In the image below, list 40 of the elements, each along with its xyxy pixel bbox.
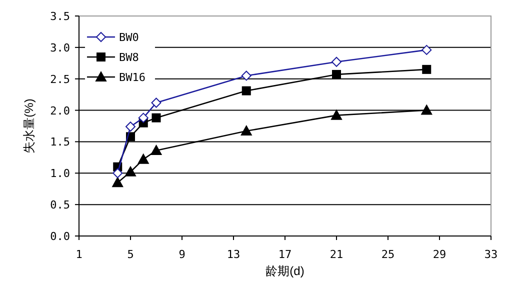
y-tick-label: 3.5: [50, 10, 70, 23]
x-tick-label: 25: [381, 248, 395, 261]
point: [112, 177, 124, 188]
point: [331, 110, 342, 120]
y-tick-label: 0.0: [50, 230, 70, 243]
y-tick-label: 3.0: [50, 41, 70, 54]
point: [138, 112, 148, 123]
y-tick-label: 2.5: [50, 72, 70, 86]
point: [422, 64, 432, 74]
point: [242, 86, 251, 96]
legend-label: BW0: [119, 31, 139, 44]
point: [138, 154, 149, 164]
x-tick-label: 13: [226, 248, 240, 261]
x-tick-label: 1: [76, 248, 82, 261]
x-tick-label: 5: [127, 248, 134, 261]
point: [332, 70, 341, 79]
legend-label: BW8: [119, 51, 139, 64]
point: [241, 70, 252, 81]
point: [112, 168, 123, 178]
point: [151, 98, 162, 108]
point: [126, 122, 136, 132]
point: [150, 145, 162, 156]
x-tick-label: 29: [432, 248, 446, 261]
x-tick-label: 33: [484, 248, 498, 261]
x-tick-label: 17: [278, 248, 292, 261]
y-tick-label: 2.0: [50, 104, 70, 118]
point: [421, 104, 432, 115]
y-tick-label: 0.5: [50, 198, 70, 212]
point: [125, 166, 136, 176]
x-tick-label: 9: [178, 248, 186, 261]
x-axis-title: 龄期(d): [266, 264, 304, 278]
point: [332, 56, 342, 67]
point: [422, 44, 432, 55]
y-axis-title: 失水量(%): [22, 98, 36, 154]
y-tick-label: 1.0: [50, 167, 70, 180]
x-tick-label: 21: [330, 248, 344, 261]
legend-label: BW16: [119, 71, 146, 84]
y-tick-label: 1.5: [50, 136, 70, 149]
point: [152, 113, 161, 122]
point: [240, 126, 252, 136]
